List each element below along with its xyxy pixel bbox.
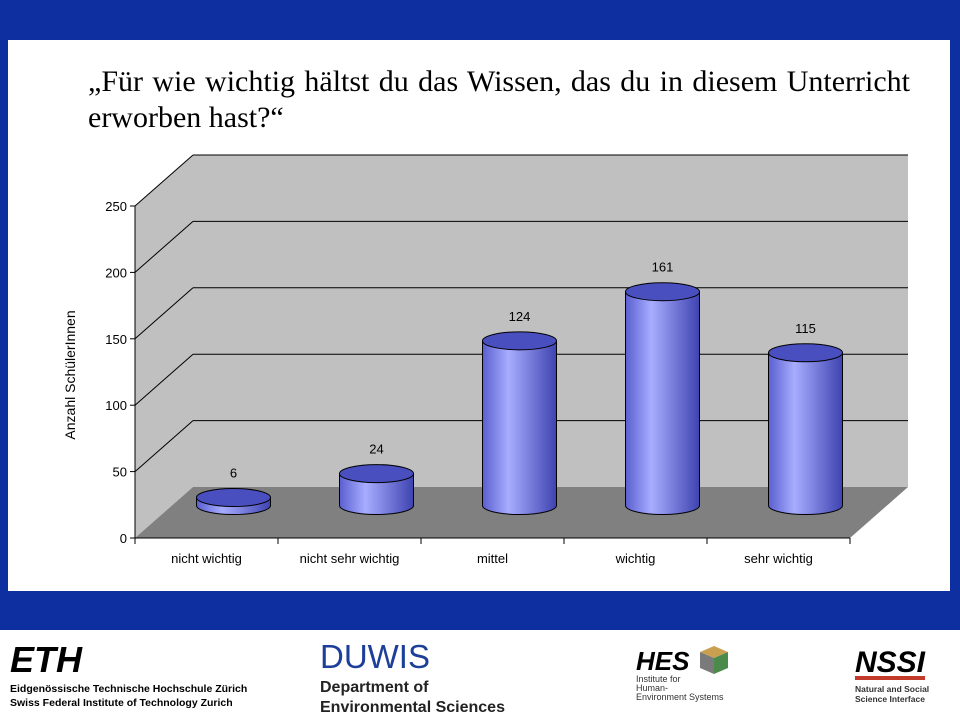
x-tick-label: sehr wichtig bbox=[744, 551, 813, 566]
bar-3 bbox=[482, 331, 557, 515]
bar-2 bbox=[339, 464, 414, 515]
data-label: 161 bbox=[652, 260, 674, 275]
nssi-logo: NSSI bbox=[855, 646, 926, 679]
chart-back-wall bbox=[193, 155, 908, 487]
hes-line3: Environment Systems bbox=[636, 692, 724, 702]
y-tick-label: 50 bbox=[113, 465, 127, 480]
bar-top bbox=[339, 464, 414, 484]
question-title: „Für wie wichtig hältst du das Wissen, d… bbox=[88, 65, 910, 134]
footer-logo-strip: ETH Eidgenössische Technische Hochschule… bbox=[10, 638, 929, 716]
duwis-logo: DUWIS bbox=[320, 638, 430, 675]
hes-logo: HES bbox=[636, 646, 690, 676]
gridline-side bbox=[134, 287, 194, 340]
x-tick-label: nicht sehr wichtig bbox=[300, 551, 400, 566]
eth-logo: ETH bbox=[10, 639, 83, 680]
data-label: 115 bbox=[795, 321, 816, 336]
data-label: 124 bbox=[509, 309, 531, 324]
hes-line1: Institute for bbox=[636, 674, 681, 684]
bar-4 bbox=[625, 282, 700, 515]
x-tick-label: mittel bbox=[477, 551, 508, 566]
data-label: 6 bbox=[230, 466, 237, 481]
gridline-side bbox=[134, 154, 194, 207]
nssi-line2: Science Interface bbox=[855, 694, 925, 704]
bar-body bbox=[339, 473, 414, 515]
x-tick-label: wichtig bbox=[615, 551, 656, 566]
y-tick-label: 150 bbox=[105, 332, 127, 347]
eth-line1: Eidgenössische Technische Hochschule Zür… bbox=[10, 683, 247, 695]
bar-top bbox=[482, 331, 557, 351]
chart-side-wall bbox=[135, 155, 193, 538]
hes-cube-icon bbox=[700, 646, 728, 674]
y-tick-label: 100 bbox=[105, 398, 127, 413]
duwis-line1: Department of bbox=[320, 679, 429, 696]
bar-top bbox=[768, 343, 843, 363]
bar-5 bbox=[768, 343, 843, 515]
y-tick-label: 0 bbox=[120, 531, 127, 546]
bar-top bbox=[196, 488, 271, 508]
bar-1 bbox=[196, 488, 271, 515]
y-tick-label: 200 bbox=[105, 265, 127, 280]
nssi-underline bbox=[855, 676, 925, 680]
bar-top bbox=[625, 282, 700, 302]
x-tick-label: nicht wichtig bbox=[171, 551, 242, 566]
duwis-line2: Environmental Sciences bbox=[320, 699, 505, 716]
gridline-side bbox=[134, 420, 194, 472]
y-tick-label: 250 bbox=[105, 199, 127, 214]
bar-body bbox=[482, 340, 557, 515]
nssi-line1: Natural and Social bbox=[855, 684, 929, 694]
data-label: 24 bbox=[369, 442, 383, 457]
y-axis-label: Anzahl SchülerInnen bbox=[62, 310, 78, 439]
footer-logos: ETH Eidgenössische Technische Hochschule… bbox=[0, 630, 960, 720]
bar-body bbox=[625, 291, 700, 515]
bar-chart: 0 50 100 150 200 250 nicht wichtig nicht sehr w… bbox=[62, 154, 908, 566]
hes-line2: Human- bbox=[636, 683, 668, 693]
eth-line2: Swiss Federal Institute of Technology Zu… bbox=[10, 697, 233, 709]
bar-body bbox=[768, 352, 843, 515]
gridline-side bbox=[134, 353, 194, 406]
gridline-side bbox=[134, 221, 194, 273]
